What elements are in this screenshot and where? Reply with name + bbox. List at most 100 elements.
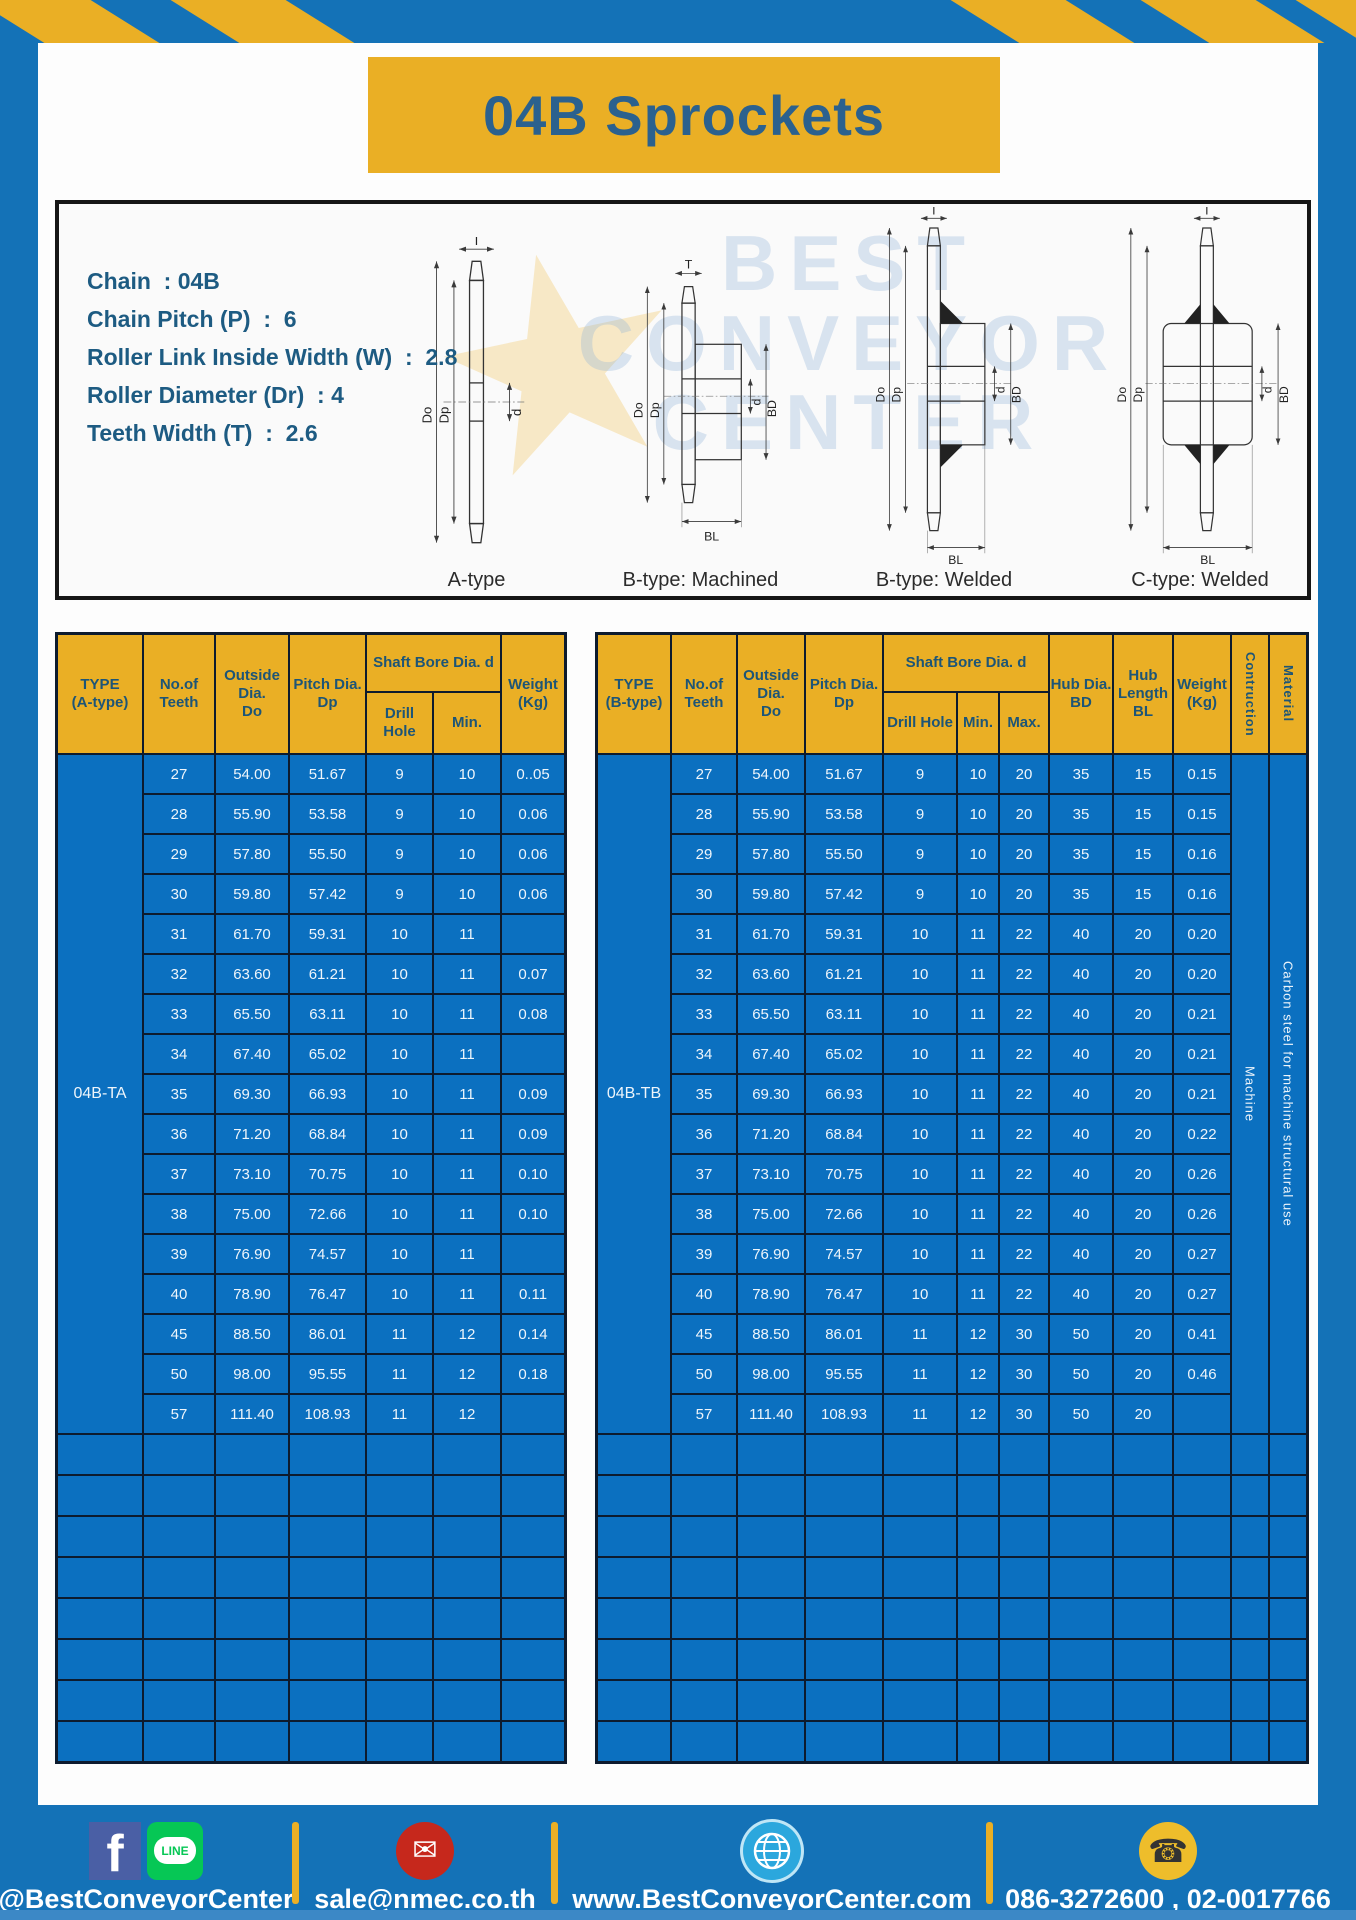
cell-hub-dia: 40 [1050, 1195, 1112, 1233]
cell-max: 22 [1000, 1155, 1048, 1193]
empty-cell [672, 1640, 736, 1679]
footer-social-section[interactable]: f LINE @BestConveyorCenter [0, 1811, 294, 1915]
phone-icon[interactable]: ☎ [1139, 1821, 1197, 1880]
facebook-icon[interactable]: f [89, 1821, 141, 1880]
cell-teeth: 30 [672, 875, 736, 913]
cell-hub-dia: 35 [1050, 875, 1112, 913]
empty-cell [1174, 1640, 1230, 1679]
cell-teeth: 37 [672, 1155, 736, 1193]
cell-teeth: 32 [672, 955, 736, 993]
hazard-stripe [942, 0, 1143, 43]
empty-cell [738, 1558, 804, 1597]
empty-cell [434, 1476, 500, 1515]
cell-outside-dia: 59.80 [738, 875, 804, 913]
figure-a-type: Do Dp T d A-type [407, 237, 546, 592]
footer-email-section[interactable]: ✉ sale@nmec.co.th [299, 1811, 551, 1915]
cell-weight: 0..05 [502, 755, 564, 793]
cell-min: 11 [958, 1115, 998, 1153]
empty-cell [672, 1517, 736, 1556]
cell-min: 10 [958, 795, 998, 833]
hazard-stripe [162, 0, 363, 43]
globe-icon[interactable] [743, 1821, 801, 1880]
empty-cell [144, 1640, 214, 1679]
svg-text:BL: BL [1200, 553, 1215, 567]
line-icon[interactable]: LINE [147, 1821, 203, 1880]
svg-text:d: d [993, 386, 1007, 393]
cell-pitch-dia: 59.31 [806, 915, 882, 953]
empty-cell [216, 1435, 288, 1474]
cell-min: 11 [958, 1235, 998, 1273]
cell-drill-hole: 10 [884, 915, 956, 953]
cell-pitch-dia: 63.11 [806, 995, 882, 1033]
cell-hub-dia: 35 [1050, 755, 1112, 793]
phone-numbers-text[interactable]: 086-3272600 , 02-0017766 [1005, 1883, 1331, 1914]
empty-cell [434, 1640, 500, 1679]
empty-cell [290, 1476, 365, 1515]
content-sheet: 04B Sprockets ★ BEST CONVEYOR CENTER Cha… [38, 43, 1318, 1805]
mail-icon[interactable]: ✉ [396, 1821, 454, 1880]
cell-pitch-dia: 51.67 [806, 755, 882, 793]
cell-drill-hole: 10 [884, 1275, 956, 1313]
empty-cell [144, 1476, 214, 1515]
cell-weight: 0.41 [1174, 1315, 1230, 1353]
col-header-outside-dia: Outside Dia. Do [216, 635, 288, 753]
empty-cell [290, 1722, 365, 1761]
col-header-pitch-dia: Pitch Dia. Dp [806, 635, 882, 753]
empty-cell [434, 1517, 500, 1556]
col-header-min: Min. [434, 693, 500, 753]
cell-min: 12 [958, 1315, 998, 1353]
empty-cell [958, 1599, 998, 1638]
cell-min: 12 [958, 1395, 998, 1433]
table-b-type: TYPE (B-type) No.of Teeth Outside Dia. D… [595, 632, 1309, 1764]
cell-hub-dia: 50 [1050, 1395, 1112, 1433]
empty-cell [1270, 1558, 1306, 1597]
empty-cell [1000, 1435, 1048, 1474]
cell-max: 20 [1000, 795, 1048, 833]
cell-max: 30 [1000, 1315, 1048, 1353]
cell-min: 11 [958, 995, 998, 1033]
website-text[interactable]: www.BestConveyorCenter.com [572, 1883, 972, 1914]
cell-max: 22 [1000, 1115, 1048, 1153]
col-header-type: TYPE (A-type) [58, 635, 142, 753]
diagram-panel: ★ BEST CONVEYOR CENTER Chain : 04B Chain… [55, 177, 1311, 600]
cell-max: 22 [1000, 915, 1048, 953]
cell-pitch-dia: 70.75 [806, 1155, 882, 1193]
cell-pitch-dia: 68.84 [806, 1115, 882, 1153]
empty-cell [806, 1558, 882, 1597]
social-handle-text[interactable]: @BestConveyorCenter [0, 1883, 294, 1914]
cell-drill-hole: 9 [884, 875, 956, 913]
cell-drill-hole: 11 [884, 1355, 956, 1393]
footer-website-section[interactable]: www.BestConveyorCenter.com [558, 1811, 986, 1915]
cell-hub-length: 20 [1114, 995, 1172, 1033]
svg-text:Do: Do [419, 407, 434, 424]
cell-pitch-dia: 61.21 [290, 955, 365, 993]
cell-weight [502, 915, 564, 953]
cell-pitch-dia: 95.55 [290, 1355, 365, 1393]
cell-teeth: 27 [144, 755, 214, 793]
email-text[interactable]: sale@nmec.co.th [314, 1883, 536, 1914]
empty-cell [502, 1681, 564, 1720]
cell-weight: 0.22 [1174, 1115, 1230, 1153]
empty-cell [1270, 1681, 1306, 1720]
empty-cell [672, 1722, 736, 1761]
svg-text:d: d [509, 409, 524, 416]
svg-text:Do: Do [631, 402, 645, 418]
table-a-type: TYPE (A-type) No.of Teeth Outside Dia. D… [55, 632, 567, 1764]
col-header-teeth: No.of Teeth [144, 635, 214, 753]
cell-weight: 0.26 [1174, 1155, 1230, 1193]
empty-cell [1174, 1435, 1230, 1474]
empty-cell [290, 1558, 365, 1597]
footer-divider [551, 1821, 558, 1904]
cell-pitch-dia: 61.21 [806, 955, 882, 993]
cell-outside-dia: 54.00 [216, 755, 288, 793]
svg-text:Do: Do [874, 387, 888, 403]
empty-cell [216, 1722, 288, 1761]
cell-min: 11 [434, 1115, 500, 1153]
empty-cell [434, 1599, 500, 1638]
figure-caption: A-type [447, 569, 506, 591]
cell-teeth: 45 [672, 1315, 736, 1353]
empty-cell [1174, 1681, 1230, 1720]
cell-weight: 0.46 [1174, 1355, 1230, 1393]
footer-phone-section[interactable]: ☎ 086-3272600 , 02-0017766 [993, 1811, 1343, 1915]
col-header-min: Min. [958, 693, 998, 753]
